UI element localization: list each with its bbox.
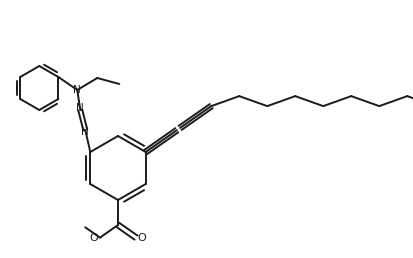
Text: O: O [138, 233, 146, 243]
Text: N: N [74, 85, 81, 95]
Text: N: N [81, 127, 89, 137]
Text: O: O [90, 233, 98, 243]
Text: N: N [76, 103, 84, 113]
